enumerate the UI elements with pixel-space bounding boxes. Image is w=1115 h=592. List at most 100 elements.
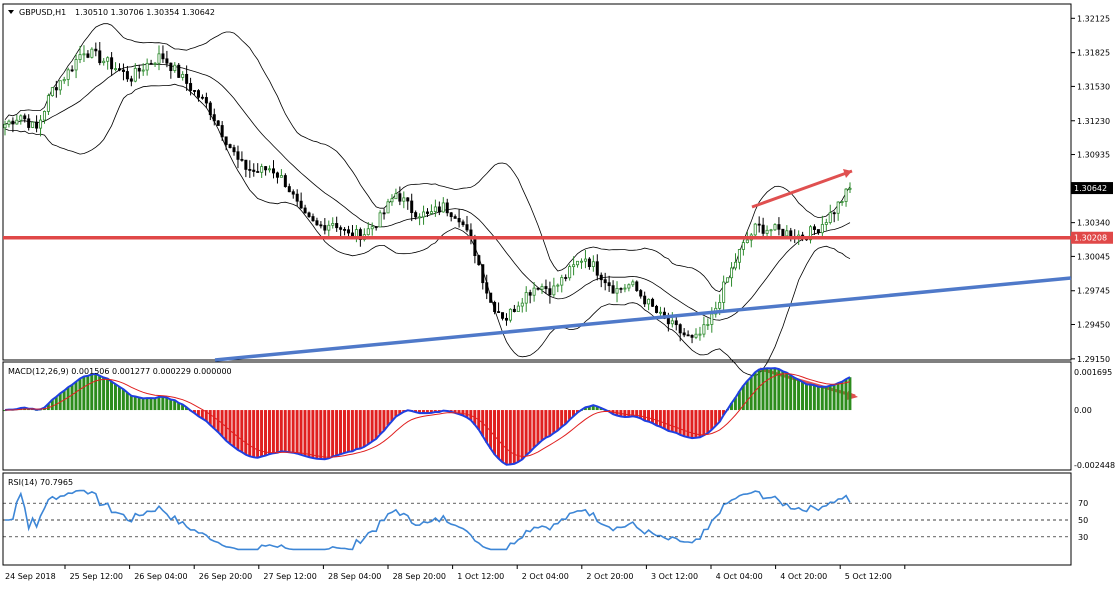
candle-body — [532, 287, 536, 296]
macd-histogram-bar — [350, 410, 354, 452]
candle-body — [501, 312, 505, 319]
price-panel[interactable] — [2, 3, 1072, 361]
candle-body — [307, 212, 311, 217]
candle-body — [200, 96, 204, 99]
candle-body — [220, 125, 224, 138]
candle-body — [737, 249, 741, 263]
candle-body — [145, 62, 149, 71]
trend-line — [214, 276, 1072, 362]
time-tick-label: 2 Oct 20:00 — [586, 572, 633, 581]
candle-body — [275, 172, 279, 178]
candle-body — [327, 224, 331, 231]
macd-histogram-bar — [769, 368, 773, 411]
macd-histogram-bar — [647, 410, 651, 422]
candle-body — [730, 267, 734, 279]
candle-body — [331, 223, 335, 226]
macd-histogram-bar — [694, 410, 698, 438]
candle-body — [477, 255, 481, 266]
macd-histogram-bar — [461, 410, 465, 416]
macd-histogram-bar — [564, 410, 568, 424]
macd-tick-label: 0.00 — [1074, 406, 1092, 415]
candle-body — [260, 166, 264, 173]
candle-body — [287, 186, 291, 193]
macd-histogram-bar — [516, 410, 520, 462]
price-tick-label: 1.30045 — [1077, 252, 1110, 261]
macd-histogram-bar — [307, 410, 311, 458]
time-tick-label: 26 Sep 20:00 — [199, 572, 252, 581]
macd-histogram-bar — [374, 410, 378, 439]
macd-histogram-bar — [828, 385, 832, 411]
macd-histogram-bar — [149, 398, 153, 411]
candle-body — [591, 261, 595, 268]
candle-body — [315, 220, 319, 226]
macd-histogram-bar — [836, 382, 840, 411]
candle-body — [358, 229, 362, 240]
candle-body — [78, 54, 82, 60]
macd-histogram-bar — [718, 410, 722, 422]
candle-body — [635, 281, 639, 291]
macd-histogram-bar — [812, 385, 816, 411]
macd-histogram-bar — [844, 379, 848, 411]
candle-body — [268, 168, 272, 171]
macd-line — [4, 367, 851, 466]
macd-histogram-bar — [204, 410, 208, 422]
candle-body — [485, 282, 489, 294]
macd-histogram-bar — [496, 410, 500, 459]
candle-body — [425, 211, 429, 214]
macd-histogram-bar — [260, 410, 264, 457]
macd-histogram-bar — [299, 410, 303, 455]
macd-histogram-bar — [287, 410, 291, 453]
macd-histogram-bar — [658, 410, 662, 427]
candle-body — [347, 229, 351, 234]
candle-body — [658, 311, 662, 314]
candle-body — [568, 266, 572, 279]
candle-body — [777, 224, 781, 230]
macd-histogram-bar — [157, 396, 161, 411]
macd-histogram-bar — [133, 396, 137, 411]
candle-body — [576, 260, 580, 266]
candle-body — [674, 320, 678, 326]
macd-histogram-bar — [662, 410, 666, 429]
candle-body — [283, 175, 287, 187]
candle-body — [177, 64, 181, 78]
macd-histogram-bar — [248, 410, 252, 457]
candle-body — [110, 57, 114, 70]
dropdown-triangle-icon[interactable] — [8, 10, 14, 14]
macd-histogram-bar — [801, 382, 805, 411]
candle-body — [181, 73, 185, 78]
macd-histogram-bar — [342, 410, 346, 453]
candle-body — [244, 159, 248, 170]
macd-histogram-bar — [544, 410, 548, 438]
price-tick-label: 1.31825 — [1077, 49, 1110, 58]
candle-body — [27, 118, 31, 128]
macd-histogram-bar — [196, 410, 200, 417]
macd-histogram-bar — [418, 410, 422, 414]
candle-body — [785, 230, 789, 237]
candle-body — [153, 62, 157, 65]
axes: 1.32125 1.31825 1.31530 1.31230 1.30935 1.303… — [5, 14, 1115, 581]
candle-body — [291, 191, 295, 195]
macd-histogram-bar — [240, 410, 244, 453]
macd-histogram-bar — [192, 410, 196, 414]
macd-histogram-bar — [232, 410, 236, 447]
macd-histogram-bar — [627, 410, 631, 417]
candle-body — [90, 48, 94, 58]
candle-body — [50, 87, 54, 97]
candle-body — [820, 224, 824, 234]
candle-body — [489, 292, 493, 303]
macd-histogram-bar — [540, 410, 544, 441]
rsi-panel[interactable] — [2, 472, 1072, 566]
macd-histogram-bar — [74, 381, 78, 411]
macd-histogram-bar — [275, 410, 279, 453]
candle-body — [42, 111, 46, 121]
bb-lower — [4, 83, 851, 377]
candle-body — [698, 333, 702, 336]
candle-body — [319, 224, 323, 227]
candle-body — [114, 68, 118, 71]
macd-label: MACD(12,26,9) 0.001506 0.001277 0.000229… — [8, 367, 232, 376]
candle-body — [639, 290, 643, 297]
macd-histogram-bar — [429, 410, 433, 413]
macd-histogram-bar — [816, 386, 820, 411]
macd-histogram-bar — [421, 410, 425, 414]
